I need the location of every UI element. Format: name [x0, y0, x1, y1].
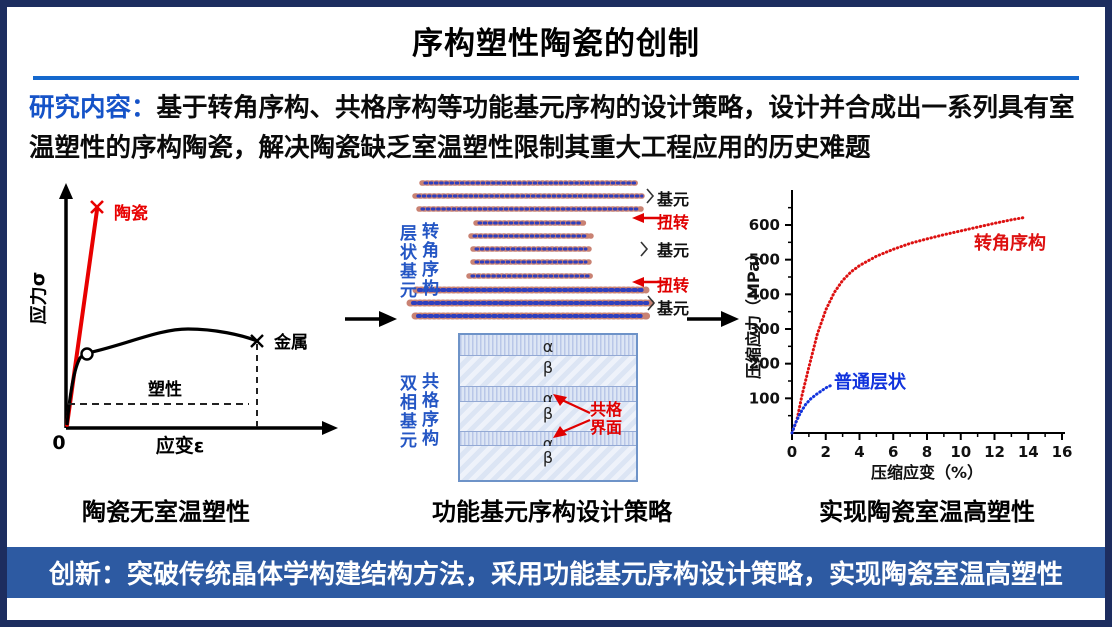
title-divider [33, 76, 1079, 80]
research-body: 基于转角序构、共格序构等功能基元序构的设计策略，设计并合成出一系列具有室温塑性的… [29, 93, 1075, 163]
page-title: 序构塑性陶瓷的创制 [412, 26, 700, 62]
beta-label: β [542, 358, 554, 377]
x-axis-label: 应变ε [156, 434, 205, 457]
left-schematic-chart: 陶瓷 金属 塑性 0 应变ε 应力σ [30, 183, 338, 457]
twist-label-2: 扭转 [657, 276, 690, 295]
y-axis-arrow-icon [59, 183, 73, 199]
svg-text:600: 600 [749, 216, 780, 234]
compression-x-axis-label: 压缩应变（%） [871, 463, 983, 482]
y-axis-label: 应力σ [30, 272, 49, 325]
metal-fracture-x-icon [250, 334, 264, 348]
caption-middle: 功能基元序构设计策略 [432, 498, 672, 526]
svg-text:400: 400 [749, 285, 780, 303]
yield-point-icon [80, 347, 94, 361]
svg-text:4: 4 [854, 443, 864, 461]
unit-label-2: 基元 [657, 241, 690, 260]
flow-arrow-1-icon [345, 311, 397, 327]
plasticity-label: 塑性 [148, 379, 182, 400]
unit-label-1: 基元 [657, 190, 690, 209]
svg-text:16: 16 [1052, 443, 1073, 461]
caption-right: 实现陶瓷室温高塑性 [819, 498, 1035, 526]
metal-label: 金属 [273, 332, 308, 353]
svg-text:转角序构: 转角序构 [974, 232, 1046, 254]
alpha-label: α [542, 389, 554, 408]
svg-text:14: 14 [1018, 443, 1039, 461]
svg-text:普通层状: 普通层状 [834, 371, 907, 393]
ceramic-label: 陶瓷 [114, 203, 148, 224]
twist-structure-figure [406, 180, 668, 320]
coherent-interface-arrows-icon [553, 394, 591, 438]
svg-text:100: 100 [749, 389, 780, 407]
beta-layer: β [460, 356, 636, 386]
caption-left: 陶瓷无室温塑性 [82, 498, 250, 526]
alpha-layer: α [460, 431, 636, 452]
twist-label-1: 扭转 [657, 213, 690, 232]
coherent-order-vlabel: 共格序构 [418, 372, 438, 448]
svg-text:300: 300 [749, 320, 780, 338]
layer-unit-vlabel: 层状基元 [396, 224, 416, 300]
beta-label: β [542, 404, 554, 423]
ceramic-fracture-x-icon [90, 200, 104, 214]
research-paragraph: 研究内容：基于转角序构、共格序构等功能基元序构的设计策略，设计并合成出一系列具有… [29, 89, 1085, 169]
alpha-label: α [542, 434, 554, 453]
dual-phase-vlabel: 双相基元 [396, 374, 416, 450]
beta-layer: β [460, 446, 636, 480]
svg-text:8: 8 [922, 443, 932, 461]
beta-layer: β [460, 402, 636, 431]
svg-text:12: 12 [984, 443, 1005, 461]
beta-label: β [542, 448, 554, 467]
flow-arrow-2-icon [687, 311, 739, 327]
svg-text:0: 0 [787, 443, 797, 461]
twist-order-vlabel: 转角序构 [418, 222, 438, 298]
compression-chart: 压缩应变（%） 压缩应力（MPa） 0 2 4 6 8 10 12 14 16 100 200 300… [745, 190, 1073, 482]
innovation-banner: 创新：突破传统晶体学构建结构方法，采用功能基元序构设计策略，实现陶瓷室温高塑性 [7, 547, 1105, 598]
svg-text:2: 2 [821, 443, 831, 461]
x-axis-arrow-icon [322, 421, 338, 435]
svg-text:10: 10 [950, 443, 971, 461]
alpha-layer: α [460, 335, 636, 356]
dual-phase-box: α β α β α β [458, 333, 638, 482]
compression-y-axis-label: 压缩应力（MPa） [745, 245, 763, 379]
alpha-layer: α [460, 386, 636, 407]
svg-text:6: 6 [888, 443, 898, 461]
unit-label-3: 基元 [657, 299, 690, 318]
research-label: 研究内容： [29, 93, 157, 123]
svg-text:200: 200 [749, 355, 780, 373]
alpha-label: α [542, 337, 554, 356]
svg-text:500: 500 [749, 251, 780, 269]
coherent-interface-label: 共格界面 [590, 400, 623, 437]
origin-label: 0 [52, 432, 65, 454]
metal-curve [65, 327, 258, 426]
